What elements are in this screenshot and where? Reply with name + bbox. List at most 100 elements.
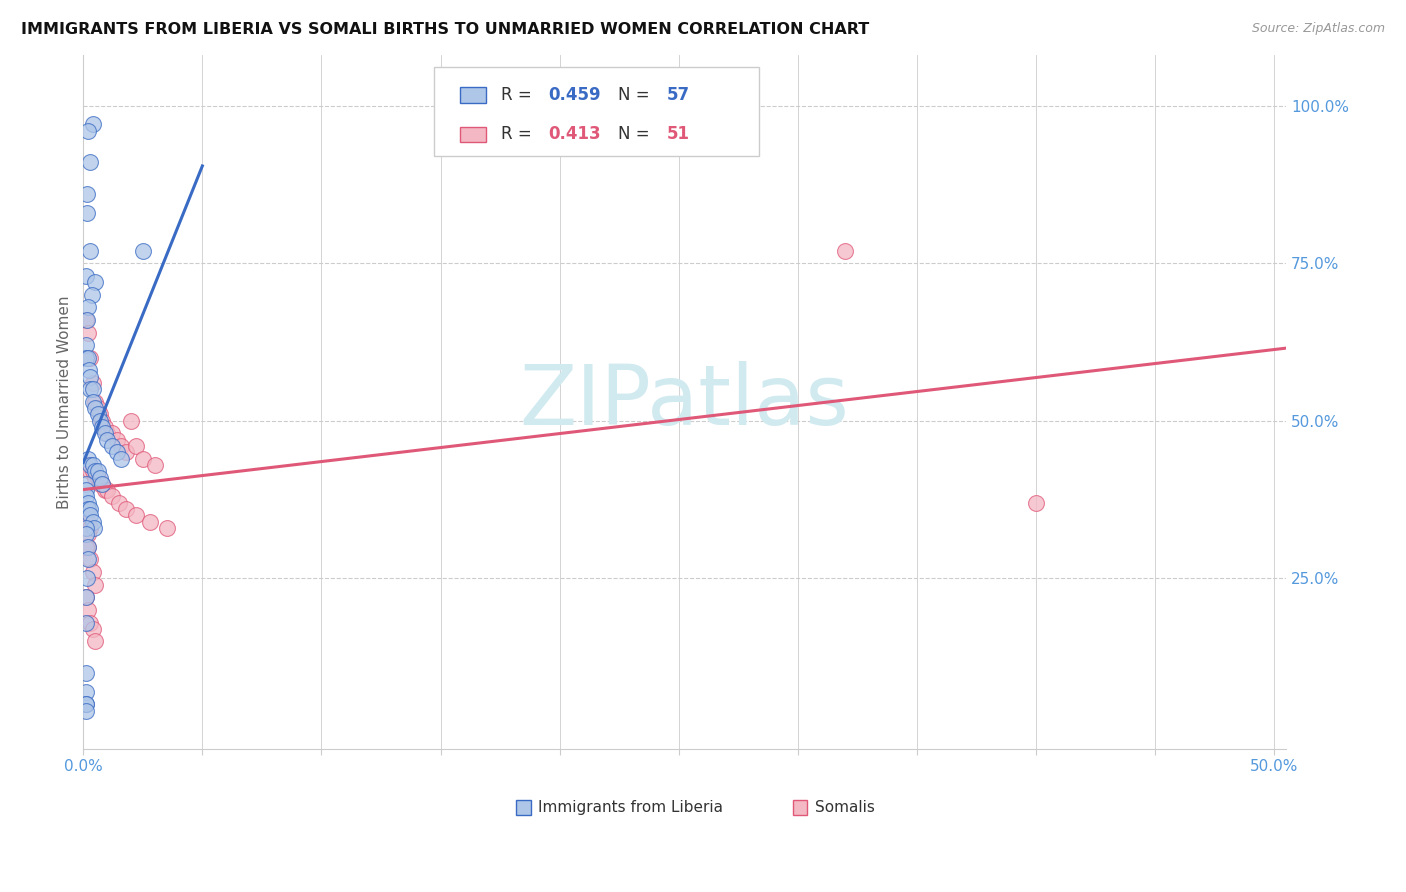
Point <box>80 287 103 301</box>
Point <box>84 401 107 416</box>
Point <box>84 464 107 478</box>
Point <box>83 521 105 535</box>
Point <box>77 502 100 516</box>
Point <box>77 527 100 541</box>
Point <box>82 458 104 472</box>
Point <box>139 515 162 529</box>
Point <box>82 464 104 478</box>
Point <box>76 313 98 327</box>
Text: R =: R = <box>501 125 537 144</box>
Point <box>77 458 100 472</box>
Point <box>77 363 100 377</box>
Y-axis label: Births to Unmarried Women: Births to Unmarried Women <box>58 295 72 508</box>
Point <box>132 244 155 258</box>
Point <box>105 433 128 447</box>
Text: 0.459: 0.459 <box>548 86 602 104</box>
Point <box>105 445 128 459</box>
Point <box>77 540 100 554</box>
Point <box>115 502 138 516</box>
Point <box>96 426 118 441</box>
Point <box>76 186 98 201</box>
Text: ZIPatlas: ZIPatlas <box>520 361 849 442</box>
FancyBboxPatch shape <box>460 127 486 142</box>
Point <box>96 433 118 447</box>
Point <box>110 451 132 466</box>
Point <box>75 615 97 630</box>
Point <box>96 483 118 497</box>
Point <box>77 552 100 566</box>
Point <box>84 470 107 484</box>
Point <box>77 540 100 554</box>
Point <box>75 685 97 699</box>
Text: 0.413: 0.413 <box>548 125 602 144</box>
Point <box>77 301 100 315</box>
Point <box>115 445 138 459</box>
Point <box>75 490 97 504</box>
Point <box>125 508 148 523</box>
Point <box>79 464 101 478</box>
Point <box>82 395 104 409</box>
Point <box>101 490 124 504</box>
Point <box>86 470 108 484</box>
Point <box>77 326 100 340</box>
Text: N =: N = <box>619 86 655 104</box>
Point <box>79 155 101 169</box>
Point <box>89 408 111 422</box>
Point <box>79 502 101 516</box>
Point <box>75 521 97 535</box>
Point <box>84 578 107 592</box>
Text: 57: 57 <box>666 86 690 104</box>
Point <box>91 414 114 428</box>
Point <box>84 395 107 409</box>
Point <box>120 414 142 428</box>
FancyBboxPatch shape <box>516 800 531 815</box>
Text: Immigrants from Liberia: Immigrants from Liberia <box>538 800 723 815</box>
Point <box>75 508 97 523</box>
Point <box>75 476 97 491</box>
Point <box>77 496 100 510</box>
Point <box>75 268 97 283</box>
Point <box>82 376 104 390</box>
Point <box>79 369 101 384</box>
Point <box>143 458 166 472</box>
Point <box>75 665 97 680</box>
Point <box>77 124 100 138</box>
Point <box>89 414 111 428</box>
Point <box>110 439 132 453</box>
Point <box>89 470 111 484</box>
Point <box>75 698 97 712</box>
Point <box>79 458 101 472</box>
Point <box>75 591 97 605</box>
Point <box>75 483 97 497</box>
FancyBboxPatch shape <box>460 87 486 103</box>
Point <box>79 508 101 523</box>
Point <box>75 698 97 712</box>
Point <box>75 351 97 365</box>
Text: IMMIGRANTS FROM LIBERIA VS SOMALI BIRTHS TO UNMARRIED WOMEN CORRELATION CHART: IMMIGRANTS FROM LIBERIA VS SOMALI BIRTHS… <box>21 22 869 37</box>
Point <box>79 382 101 396</box>
Point <box>75 540 97 554</box>
Point <box>77 351 100 365</box>
Point <box>82 118 104 132</box>
Point <box>91 420 114 434</box>
Point <box>79 615 101 630</box>
Point <box>79 244 101 258</box>
Point <box>75 338 97 352</box>
Point <box>1025 496 1047 510</box>
Point <box>82 515 104 529</box>
Point <box>93 483 115 497</box>
Point <box>77 451 100 466</box>
Point <box>156 521 179 535</box>
Point <box>79 552 101 566</box>
Point <box>82 622 104 636</box>
Point <box>834 244 856 258</box>
FancyBboxPatch shape <box>793 800 807 815</box>
Text: Source: ZipAtlas.com: Source: ZipAtlas.com <box>1251 22 1385 36</box>
Point <box>91 476 114 491</box>
Point <box>101 426 124 441</box>
Point <box>77 515 100 529</box>
Point <box>77 603 100 617</box>
Point <box>93 426 115 441</box>
Point <box>84 634 107 648</box>
Point <box>79 521 101 535</box>
